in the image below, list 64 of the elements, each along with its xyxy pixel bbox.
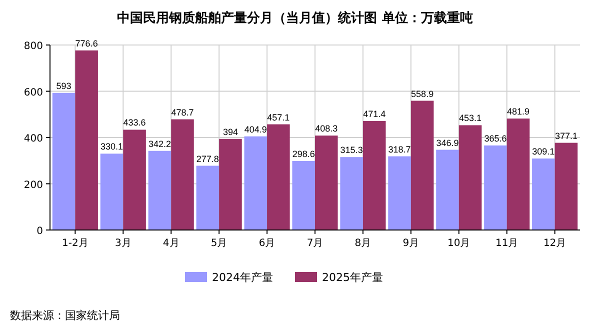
bar — [315, 136, 338, 230]
bar — [196, 166, 220, 230]
bar — [484, 145, 507, 230]
data-label: 478.7 — [171, 107, 194, 118]
x-tick-label: 4月 — [162, 238, 180, 249]
bar — [52, 92, 76, 230]
y-tick-label: 0 — [36, 226, 43, 237]
x-tick-label: 3月 — [114, 238, 132, 249]
bar — [171, 119, 194, 230]
bar — [219, 138, 242, 230]
data-label: 298.6 — [292, 148, 315, 159]
bar — [75, 50, 98, 230]
data-label: 315.3 — [340, 145, 363, 156]
data-label: 365.6 — [484, 133, 507, 144]
bar — [123, 130, 146, 230]
data-label: 776.6 — [75, 38, 98, 48]
data-label: 394 — [222, 126, 238, 137]
data-label: 471.4 — [363, 108, 386, 119]
x-tick-label: 8月 — [354, 238, 372, 249]
data-label: 346.9 — [436, 138, 459, 148]
x-tick-label: 7月 — [306, 238, 324, 249]
data-label: 377.1 — [554, 130, 578, 141]
x-tick-label: 12月 — [543, 238, 566, 249]
bar — [292, 160, 315, 230]
bar — [148, 150, 172, 230]
x-tick-label: 1-2月 — [62, 238, 88, 249]
bar — [362, 120, 386, 230]
data-label: 330.1 — [100, 142, 124, 152]
data-label: 593 — [56, 80, 72, 91]
data-label: 453.1 — [459, 113, 482, 124]
y-tick-label: 600 — [24, 87, 43, 98]
bar — [388, 156, 411, 230]
x-tick-label: 10月 — [448, 238, 470, 249]
source-note: 数据来源：国家统计局 — [10, 309, 120, 322]
data-label: 433.6 — [123, 118, 146, 128]
bar — [532, 158, 555, 230]
x-tick-label: 5月 — [210, 238, 228, 249]
bar — [436, 150, 459, 230]
bar — [506, 118, 530, 230]
bar — [100, 154, 124, 230]
y-tick-label: 200 — [24, 180, 43, 191]
data-label: 404.9 — [244, 124, 267, 134]
bar — [244, 136, 268, 230]
data-label: 558.9 — [411, 88, 434, 99]
x-tick-label: 11月 — [495, 238, 518, 249]
data-label: 318.7 — [388, 144, 411, 154]
data-label: 408.3 — [315, 124, 338, 134]
bar — [267, 124, 290, 230]
chart-title: 中国民用钢质船舶产量分月（当月值）统计图 单位：万载重吨 — [117, 10, 473, 26]
legend-label: 2025年产量 — [322, 271, 383, 284]
bar — [458, 125, 482, 230]
data-label: 277.8 — [196, 154, 219, 164]
bar — [340, 157, 363, 230]
bar — [554, 142, 578, 230]
data-label: 481.9 — [506, 106, 530, 117]
x-tick-label: 9月 — [402, 238, 420, 249]
legend-label: 2024年产量 — [212, 271, 273, 284]
bar — [410, 100, 434, 230]
y-tick-label: 800 — [24, 41, 43, 52]
x-tick-label: 6月 — [258, 238, 276, 249]
data-label: 457.1 — [267, 112, 290, 122]
data-label: 342.2 — [148, 138, 171, 149]
y-tick-label: 400 — [24, 134, 43, 144]
data-label: 309.1 — [532, 146, 555, 157]
